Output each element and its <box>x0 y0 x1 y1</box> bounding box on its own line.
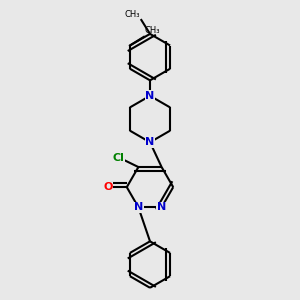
Text: N: N <box>146 137 154 147</box>
Text: Cl: Cl <box>112 153 124 163</box>
Text: O: O <box>103 182 113 192</box>
Text: CH₃: CH₃ <box>145 26 160 35</box>
Text: N: N <box>134 202 143 212</box>
Text: N: N <box>146 91 154 101</box>
Text: N: N <box>157 202 166 212</box>
Text: CH₃: CH₃ <box>125 10 140 19</box>
